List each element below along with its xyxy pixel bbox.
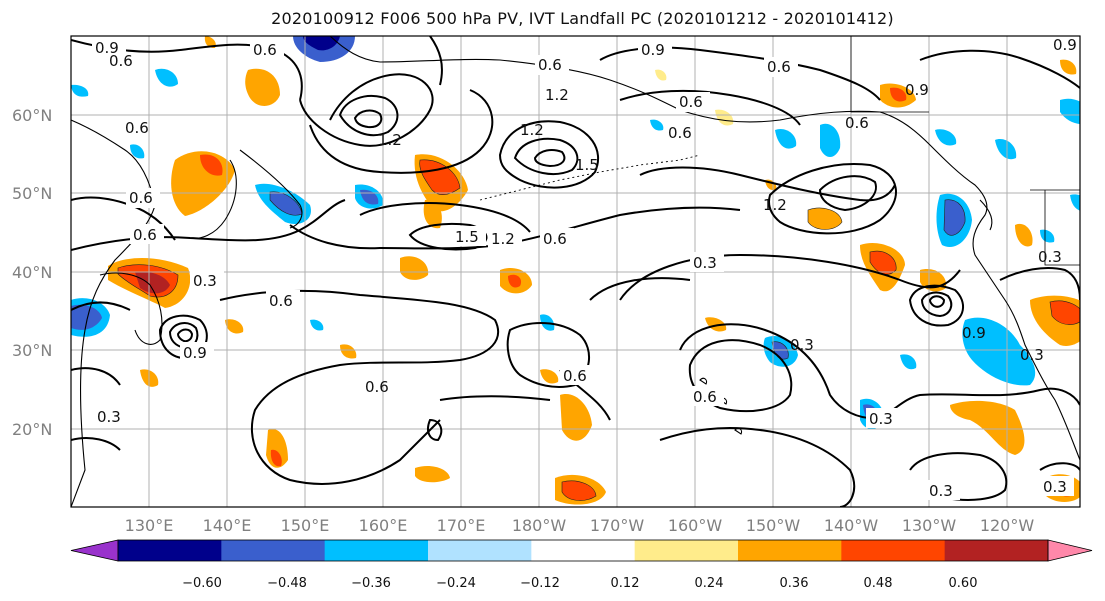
contour-label: 0.9 <box>905 81 929 99</box>
contour-label: 0.3 <box>193 272 217 290</box>
contour-label: 0.9 <box>1053 36 1077 54</box>
contour-label: 1.2 <box>378 131 402 149</box>
contour-label: 0.3 <box>1020 346 1044 364</box>
contour-label: 0.6 <box>668 124 692 142</box>
contour-label: 0.9 <box>183 344 207 362</box>
contour-label: 0.3 <box>693 254 717 272</box>
colorbar-extend-high <box>1047 539 1093 562</box>
colorbar-segment <box>428 540 532 561</box>
lat-label: 30°N <box>12 341 52 360</box>
longitude-labels: 130°E 140°E 150°E 160°E 170°E 180°W 170°… <box>125 516 1035 535</box>
contour-label: 0.6 <box>845 114 869 132</box>
contour-label: 0.6 <box>563 367 587 385</box>
colorbar-tick-label: −0.12 <box>520 576 560 591</box>
contour-label: 0.6 <box>365 378 389 396</box>
lon-label: 170°E <box>437 516 486 535</box>
colorbar-tick-label: −0.60 <box>182 576 222 591</box>
plot-frame <box>70 35 1081 508</box>
colorbar-tick-label: 0.36 <box>780 576 809 591</box>
contour-label: 0.6 <box>133 226 157 244</box>
contour-label: 0.3 <box>869 410 893 428</box>
lon-label: 160°W <box>668 516 723 535</box>
contour-label: 0.9 <box>962 324 986 342</box>
latitude-labels: 60°N 50°N 40°N 30°N 20°N <box>12 106 52 439</box>
contour-label: 0.6 <box>269 292 293 310</box>
contour-label: 0.3 <box>929 482 953 500</box>
contour-label: 0.3 <box>790 336 814 354</box>
lon-label: 130°E <box>125 516 174 535</box>
colorbar-tick-label: 0.12 <box>611 576 640 591</box>
contour-labels: 0.9 0.6 0.6 0.6 0.9 0.6 0.9 0.6 0.6 0.6 … <box>92 36 1080 500</box>
colorbar-tick-labels: −0.60 −0.48 −0.36 −0.24 −0.12 0.12 0.24 … <box>182 576 977 591</box>
lat-label: 20°N <box>12 420 52 439</box>
lon-label: 140°W <box>824 516 879 535</box>
contour-label: 0.6 <box>543 230 567 248</box>
lon-label: 150°E <box>281 516 330 535</box>
contour-label: 0.6 <box>129 189 153 207</box>
lon-label: 170°W <box>590 516 645 535</box>
colorbar-extend-low <box>70 539 119 562</box>
colorbar-tick-label: −0.36 <box>351 576 391 591</box>
pv-contours <box>71 36 1080 507</box>
colorbar-outline <box>117 539 1049 562</box>
colorbar-segment <box>324 540 429 561</box>
contour-label: 0.3 <box>1038 248 1062 266</box>
pv-anomaly-fills <box>71 36 1080 505</box>
colorbar-segment <box>944 540 1049 561</box>
contour-label: 0.3 <box>1043 478 1067 496</box>
contour-label: 1.2 <box>491 230 515 248</box>
colorbar-tick-label: −0.24 <box>436 576 476 591</box>
gridlines <box>71 36 1080 507</box>
lat-label: 40°N <box>12 263 52 282</box>
colorbar-segment <box>118 540 222 561</box>
colorbar-segment <box>531 540 636 561</box>
colorbar-segment <box>221 540 326 561</box>
lon-label: 160°E <box>359 516 408 535</box>
lat-label: 60°N <box>12 106 52 125</box>
colorbar <box>70 539 1093 562</box>
colorbar-segment <box>738 540 842 561</box>
lat-label: 50°N <box>12 184 52 203</box>
contour-label: 1.2 <box>545 86 569 104</box>
colorbar-tick-label: 0.48 <box>864 576 893 591</box>
lon-label: 120°W <box>980 516 1035 535</box>
colorbar-tick-label: −0.48 <box>267 576 307 591</box>
contour-label: 0.6 <box>125 119 149 137</box>
contour-label: 0.9 <box>641 41 665 59</box>
colorbar-segment <box>634 540 739 561</box>
colorbar-segment <box>841 540 946 561</box>
contour-label: 1.5 <box>575 156 599 174</box>
map-title: 2020100912 F006 500 hPa PV, IVT Landfall… <box>271 9 894 28</box>
lon-label: 180°W <box>512 516 567 535</box>
colorbar-tick-label: 0.60 <box>949 576 978 591</box>
lon-label: 150°W <box>746 516 801 535</box>
contour-label: 0.6 <box>253 41 277 59</box>
contour-label: 0.6 <box>693 388 717 406</box>
contour-label: 0.6 <box>767 58 791 76</box>
contour-label: 0.6 <box>109 52 133 70</box>
contour-label: 1.5 <box>455 228 479 246</box>
contour-label: 0.6 <box>538 56 562 74</box>
colorbar-tick-label: 0.24 <box>695 576 724 591</box>
contour-label: 1.2 <box>763 196 787 214</box>
contour-label: 1.2 <box>520 121 544 139</box>
contour-label: 0.6 <box>679 93 703 111</box>
contour-label: 0.3 <box>97 408 121 426</box>
lon-label: 130°W <box>902 516 957 535</box>
contour-label: 0.9 <box>95 39 119 57</box>
lon-label: 140°E <box>203 516 252 535</box>
